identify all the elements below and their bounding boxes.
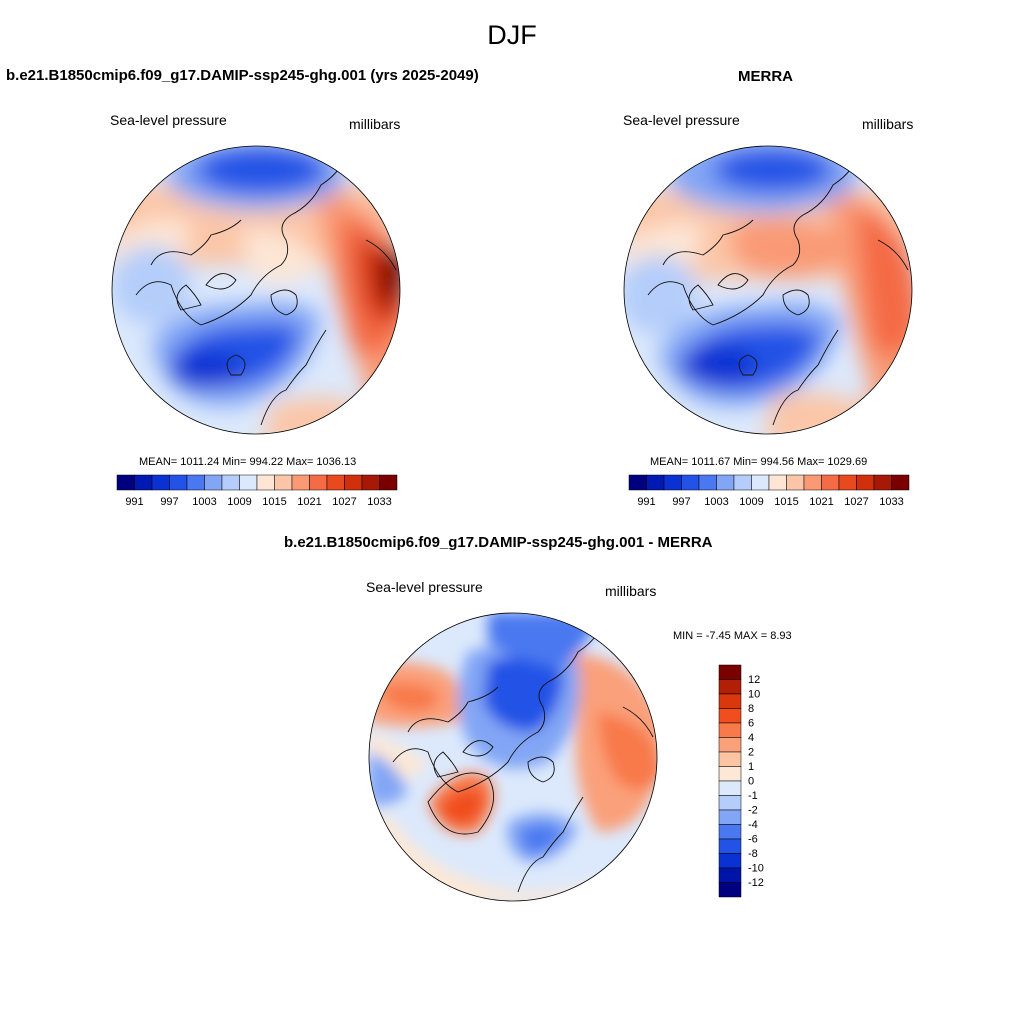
colorbar-swatch [186, 474, 205, 491]
panel3-units-label: millibars [605, 583, 657, 599]
colorbar-swatch [718, 708, 742, 724]
colorbar-tick-label: 1003 [192, 496, 216, 508]
panel1-polar-map [111, 145, 401, 435]
colorbar-tick-label: -1 [748, 790, 758, 802]
colorbar-swatch [803, 474, 822, 491]
colorbar-swatch [718, 853, 742, 869]
colorbar-tick-label: 1027 [332, 496, 356, 508]
panel3-difference-map [368, 612, 658, 902]
panel1-colorbar: 991 997 1003 1009 1015 1021 1027 1033 [116, 474, 398, 508]
colorbar-swatch [718, 693, 742, 709]
colorbar-tick-label: -10 [748, 863, 764, 875]
colorbar-swatch [274, 474, 293, 491]
colorbar-swatch [628, 474, 647, 491]
colorbar-swatch [291, 474, 310, 491]
colorbar-swatch [751, 474, 770, 491]
colorbar-tick-label: 0 [748, 776, 754, 788]
colorbar-tick-label: -8 [748, 848, 758, 860]
colorbar-tick-label: 1021 [809, 496, 833, 508]
colorbar-tick-label: 991 [125, 496, 143, 508]
colorbar-swatch [891, 474, 910, 491]
colorbar-swatch [718, 867, 742, 883]
panel2-stats: MEAN= 1011.67 Min= 994.56 Max= 1029.69 [650, 456, 868, 468]
panel3-variable-label: Sea-level pressure [366, 579, 483, 595]
colorbar-swatch [169, 474, 188, 491]
colorbar-swatch [733, 474, 752, 491]
colorbar-tick-label: -6 [748, 834, 758, 846]
colorbar-tick-label: 1009 [739, 496, 763, 508]
colorbar-swatch [221, 474, 240, 491]
colorbar-swatch [716, 474, 735, 491]
colorbar-swatch [718, 722, 742, 738]
panel1-units-label: millibars [349, 116, 401, 132]
colorbar-swatch [239, 474, 258, 491]
colorbar-swatch [838, 474, 857, 491]
colorbar-swatch [873, 474, 892, 491]
colorbar-swatch [344, 474, 363, 491]
colorbar-tick-label: 1033 [879, 496, 903, 508]
colorbar-swatch [856, 474, 875, 491]
colorbar-tick-label: 1015 [262, 496, 286, 508]
colorbar-swatch [204, 474, 223, 491]
colorbar-swatch [361, 474, 380, 491]
colorbar-swatch [718, 780, 742, 796]
colorbar-swatch [663, 474, 682, 491]
panel3-title: b.e21.B1850cmip6.f09_g17.DAMIP-ssp245-gh… [284, 534, 713, 551]
colorbar-tick-label: 991 [637, 496, 655, 508]
colorbar-tick-label: 997 [672, 496, 690, 508]
colorbar-tick-label: 6 [748, 718, 754, 730]
colorbar-swatch [309, 474, 328, 491]
colorbar-swatch [116, 474, 135, 491]
colorbar-tick-label: 4 [748, 732, 754, 744]
colorbar-swatch [718, 751, 742, 767]
panel2-colorbar: 991 997 1003 1009 1015 1021 1027 1033 [628, 474, 910, 508]
panel1-variable-label: Sea-level pressure [110, 112, 227, 128]
colorbar-swatch [718, 809, 742, 825]
colorbar-swatch [718, 664, 742, 680]
colorbar-tick-label: 1 [748, 761, 754, 773]
colorbar-tick-label: 1033 [367, 496, 391, 508]
colorbar-swatch [698, 474, 717, 491]
colorbar-swatch [718, 838, 742, 854]
colorbar-tick-label: 1015 [774, 496, 798, 508]
colorbar-tick-label: -12 [748, 877, 764, 889]
colorbar-swatch [718, 882, 742, 898]
panel2-variable-label: Sea-level pressure [623, 112, 740, 128]
panel2-title: MERRA [738, 68, 793, 85]
colorbar-swatch [256, 474, 275, 491]
colorbar-swatch [821, 474, 840, 491]
colorbar-swatch [134, 474, 153, 491]
colorbar-tick-label: 12 [748, 674, 760, 686]
panel2-units-label: millibars [862, 116, 914, 132]
figure-title: DJF [487, 20, 537, 50]
colorbar-tick-label: 1003 [704, 496, 728, 508]
colorbar-tick-label: 1027 [844, 496, 868, 508]
panel1-stats: MEAN= 1011.24 Min= 994.22 Max= 1036.13 [139, 456, 357, 468]
colorbar-tick-label: 997 [160, 496, 178, 508]
colorbar-swatch [379, 474, 398, 491]
colorbar-tick-label: 10 [748, 689, 760, 701]
panel2-polar-map [623, 145, 913, 435]
panel1-title: b.e21.B1850cmip6.f09_g17.DAMIP-ssp245-gh… [6, 67, 479, 84]
colorbar-tick-label: 1021 [297, 496, 321, 508]
colorbar-tick-label: -4 [748, 819, 758, 831]
colorbar-swatch [646, 474, 665, 491]
colorbar-swatch [718, 737, 742, 753]
colorbar-swatch [326, 474, 345, 491]
colorbar-swatch [718, 766, 742, 782]
colorbar-swatch [718, 679, 742, 695]
colorbar-swatch [681, 474, 700, 491]
colorbar-tick-label: 2 [748, 747, 754, 759]
panel3-stats: MIN = -7.45 MAX = 8.93 [673, 630, 792, 642]
colorbar-swatch [786, 474, 805, 491]
colorbar-swatch [151, 474, 170, 491]
colorbar-swatch [718, 824, 742, 840]
colorbar-tick-label: 8 [748, 703, 754, 715]
colorbar-swatch [718, 795, 742, 811]
colorbar-swatch [768, 474, 787, 491]
colorbar-tick-label: 1009 [227, 496, 251, 508]
colorbar-tick-label: -2 [748, 805, 758, 817]
